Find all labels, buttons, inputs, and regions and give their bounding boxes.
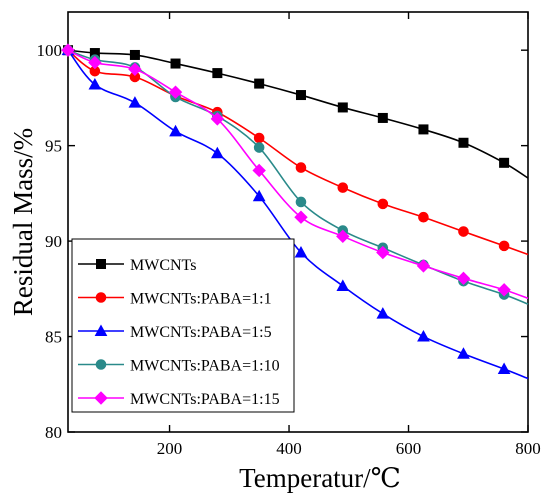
legend-label: MWCNTs:PABA=1:10 bbox=[130, 358, 280, 375]
y-tick-label: 100 bbox=[37, 41, 63, 60]
data-point bbox=[376, 245, 390, 260]
data-point bbox=[499, 157, 510, 168]
data-point bbox=[497, 362, 511, 374]
data-point bbox=[253, 132, 265, 144]
data-point bbox=[377, 112, 388, 123]
y-tick-label: 95 bbox=[45, 137, 62, 156]
data-point bbox=[169, 124, 182, 137]
data-point bbox=[458, 226, 469, 237]
data-point bbox=[336, 229, 350, 244]
y-axis-title: Residual Mass/% bbox=[8, 128, 38, 316]
data-point bbox=[294, 210, 308, 224]
y-tick-label: 85 bbox=[45, 328, 62, 347]
data-point bbox=[128, 62, 142, 76]
data-point bbox=[254, 78, 265, 89]
data-point bbox=[253, 142, 265, 153]
data-point bbox=[337, 102, 348, 113]
data-point bbox=[418, 124, 429, 135]
series-3 bbox=[61, 43, 529, 380]
data-point bbox=[88, 55, 102, 70]
data-point bbox=[128, 96, 142, 108]
data-point bbox=[336, 279, 350, 291]
x-axis: 200 400 600 800 bbox=[157, 12, 541, 458]
legend-marker bbox=[96, 259, 106, 269]
data-point bbox=[170, 58, 181, 69]
legend-marker bbox=[95, 359, 107, 370]
data-point bbox=[418, 211, 429, 223]
data-point bbox=[377, 198, 389, 210]
data-point bbox=[61, 43, 75, 57]
x-tick-label: 400 bbox=[276, 439, 302, 458]
legend-label: MWCNTs:PABA=1:5 bbox=[130, 324, 272, 341]
y-tick-label: 80 bbox=[45, 423, 62, 442]
data-point bbox=[416, 259, 431, 273]
legend-marker bbox=[94, 324, 108, 336]
x-tick-label: 200 bbox=[157, 439, 183, 458]
data-point bbox=[211, 146, 224, 159]
legend-label: MWCNTs:PABA=1:15 bbox=[130, 391, 280, 408]
data-point bbox=[252, 163, 266, 178]
data-point bbox=[295, 196, 307, 208]
data-point bbox=[295, 90, 306, 101]
legend-marker bbox=[94, 391, 108, 405]
data-point bbox=[88, 78, 102, 90]
data-point bbox=[376, 307, 390, 319]
data-point bbox=[456, 271, 471, 286]
data-point bbox=[210, 112, 225, 126]
data-point bbox=[457, 347, 470, 359]
data-point bbox=[497, 283, 511, 297]
legend-label: MWCNTs bbox=[130, 257, 196, 274]
legend-box bbox=[71, 238, 295, 413]
data-point bbox=[294, 246, 308, 258]
data-point bbox=[295, 162, 307, 173]
legend-label: MWCNTs:PABA=1:1 bbox=[130, 291, 272, 308]
series-5 bbox=[61, 43, 529, 300]
x-tick-label: 800 bbox=[515, 439, 541, 458]
x-tick-label: 600 bbox=[396, 439, 422, 458]
y-tick-label: 90 bbox=[45, 232, 62, 251]
series-layer bbox=[61, 43, 529, 380]
legend-marker bbox=[95, 292, 107, 303]
data-point bbox=[498, 240, 510, 252]
data-point bbox=[168, 85, 183, 99]
legend: MWCNTs MWCNTs:PABA=1:1 MWCNTs:PABA=1:5 MWCN… bbox=[71, 238, 295, 413]
data-point bbox=[337, 182, 349, 193]
data-point bbox=[417, 330, 430, 342]
x-axis-title: Temperatur/℃ bbox=[239, 463, 401, 493]
data-point bbox=[252, 189, 266, 202]
data-point bbox=[129, 49, 140, 60]
data-point bbox=[212, 68, 223, 79]
data-point bbox=[458, 137, 469, 148]
